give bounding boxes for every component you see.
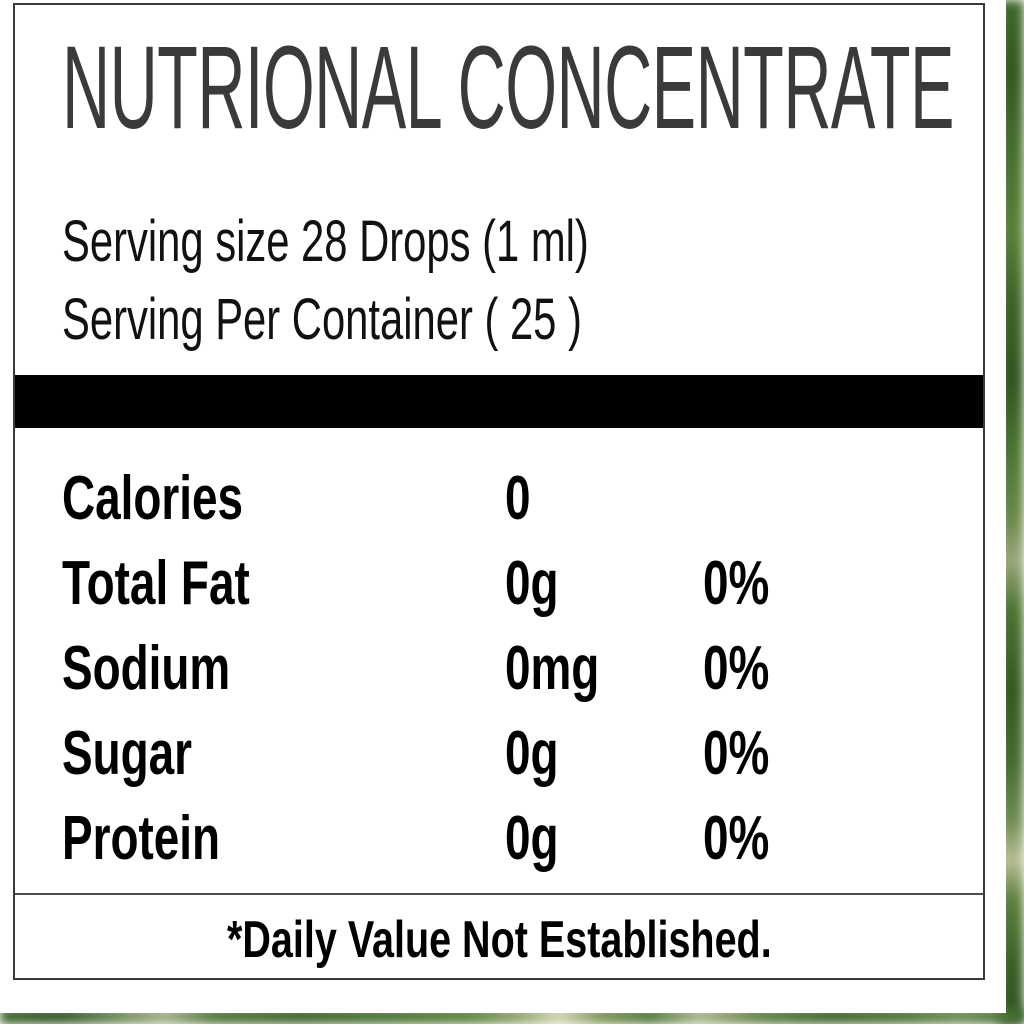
thick-divider-bar <box>15 375 983 428</box>
nutrient-name: Calories <box>62 464 244 533</box>
nutrient-name: Total Fat <box>62 549 250 618</box>
table-row: Protein 0g 0% <box>15 800 983 885</box>
page-title: NUTRIONAL CONCENTRATE <box>62 22 954 154</box>
nutrient-amount: 0 <box>505 464 531 533</box>
footnote: *Daily Value Not Established. <box>15 907 983 973</box>
nutrient-daily-value: 0% <box>703 549 770 618</box>
nutrient-amount: 0g <box>505 549 559 618</box>
nutrient-daily-value: 0% <box>703 804 770 873</box>
nutrient-daily-value: 0% <box>703 719 770 788</box>
table-row: Sodium 0mg 0% <box>15 630 983 715</box>
footnote-text: *Daily Value Not Established. <box>226 911 772 969</box>
nutrient-amount: 0g <box>505 804 559 873</box>
servings-per-container-line: Serving Per Container ( 25 ) <box>62 287 582 352</box>
footnote-divider <box>15 893 983 895</box>
nutrient-daily-value: 0% <box>703 634 770 703</box>
table-row: Sugar 0g 0% <box>15 715 983 800</box>
nutrient-amount: 0g <box>505 719 559 788</box>
table-row: Calories 0 <box>15 460 983 545</box>
nutrition-facts-panel: NUTRIONAL CONCENTRATE Serving size 28 Dr… <box>13 3 985 980</box>
serving-size-line: Serving size 28 Drops (1 ml) <box>62 209 589 274</box>
serving-info-block: Serving size 28 Drops (1 ml) Serving Per… <box>62 203 962 359</box>
nutrient-name: Protein <box>62 804 221 873</box>
nutrient-amount: 0mg <box>505 634 600 703</box>
label-card: NUTRIONAL CONCENTRATE Serving size 28 Dr… <box>13 3 985 980</box>
nutrient-name: Sugar <box>62 719 193 788</box>
table-row: Total Fat 0g 0% <box>15 545 983 630</box>
nutrient-name: Sodium <box>62 634 231 703</box>
nutrient-table: Calories 0 Total Fat 0g 0% Sodium 0mg 0%… <box>15 460 983 885</box>
